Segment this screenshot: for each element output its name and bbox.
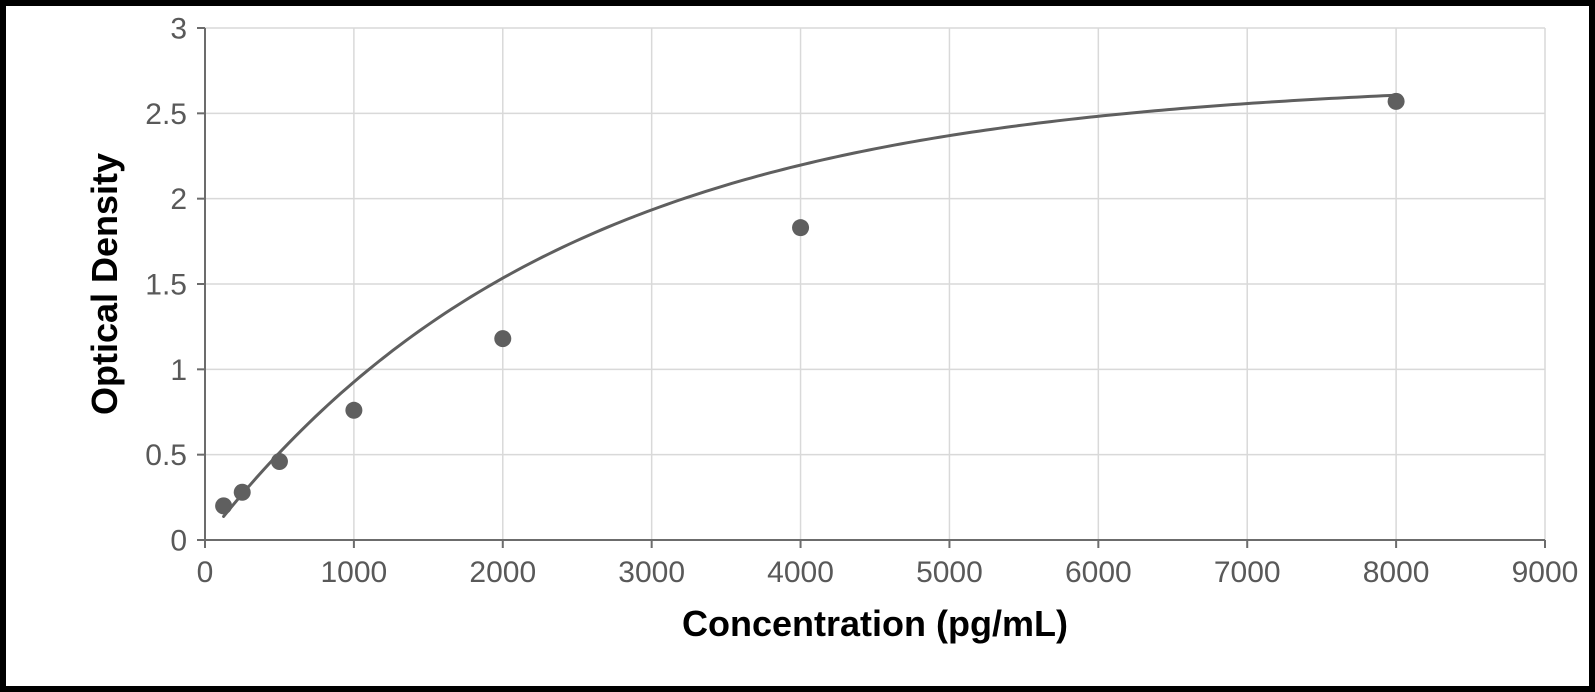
chart-frame: 0 1000 2000 3000 4000 5000 6000 7000 8000 9000 0 0.… [0,0,1595,692]
x-tick-label: 0 [197,556,214,589]
x-tick-label: 9000 [1512,556,1579,589]
x-tick-label: 4000 [767,556,834,589]
data-point [345,402,362,419]
data-point [494,330,511,347]
y-tick-label: 2 [170,183,187,216]
y-tick-label: 2.5 [145,98,187,131]
x-tick-label: 7000 [1214,556,1281,589]
data-point [1388,93,1405,110]
x-tick-label: 3000 [618,556,685,589]
x-tick-label: 8000 [1363,556,1430,589]
x-axis-label: Concentration (pg/mL) [682,603,1068,644]
x-tick-label: 2000 [469,556,536,589]
x-tick-label: 1000 [321,556,388,589]
y-tick-label: 1.5 [145,269,187,302]
x-tick-label: 5000 [916,556,983,589]
x-tick-label: 6000 [1065,556,1132,589]
y-tick-label: 3 [170,13,187,46]
data-point [215,497,232,514]
data-point [234,484,251,501]
data-point [792,219,809,236]
y-tick-label: 0.5 [145,439,187,472]
y-tick-label: 1 [170,354,187,387]
chart-svg: 0 1000 2000 3000 4000 5000 6000 7000 8000 9000 0 0.… [6,6,1589,686]
y-tick-label: 0 [170,525,187,558]
data-point [271,453,288,470]
y-axis-label: Optical Density [84,153,125,415]
